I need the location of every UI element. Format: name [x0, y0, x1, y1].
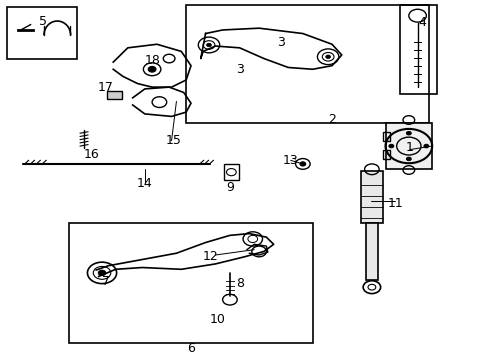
Bar	[69, 223, 312, 342]
Text: 5: 5	[39, 14, 47, 27]
Text: 9: 9	[225, 181, 233, 194]
Text: 15: 15	[166, 134, 182, 147]
Circle shape	[148, 66, 156, 72]
Text: 14: 14	[137, 177, 152, 190]
Circle shape	[423, 144, 428, 148]
Text: 16: 16	[83, 148, 99, 162]
Text: 1: 1	[405, 141, 413, 154]
Bar	[186, 5, 428, 123]
Text: 12: 12	[202, 250, 218, 263]
Bar	[382, 132, 389, 141]
Text: 4: 4	[417, 16, 425, 29]
Circle shape	[299, 162, 305, 166]
Text: 6: 6	[187, 342, 195, 355]
Circle shape	[98, 270, 106, 276]
Text: 2: 2	[327, 113, 335, 126]
Circle shape	[406, 157, 410, 161]
Bar	[224, 164, 238, 180]
Bar	[382, 150, 389, 158]
Circle shape	[325, 55, 330, 59]
Text: 13: 13	[282, 154, 298, 167]
Bar	[7, 7, 77, 59]
Text: 3: 3	[277, 36, 285, 49]
Bar	[366, 223, 377, 280]
Bar	[385, 123, 431, 169]
Circle shape	[388, 144, 393, 148]
Text: 10: 10	[209, 313, 225, 326]
Bar	[361, 171, 382, 223]
Circle shape	[206, 43, 211, 47]
Text: 11: 11	[386, 197, 402, 210]
Bar	[107, 91, 122, 99]
Bar	[399, 5, 436, 94]
Text: 3: 3	[235, 63, 243, 76]
Circle shape	[406, 131, 410, 135]
Text: 17: 17	[98, 81, 114, 94]
Text: 7: 7	[102, 275, 110, 288]
Text: 8: 8	[235, 277, 243, 290]
Text: 18: 18	[144, 54, 160, 67]
